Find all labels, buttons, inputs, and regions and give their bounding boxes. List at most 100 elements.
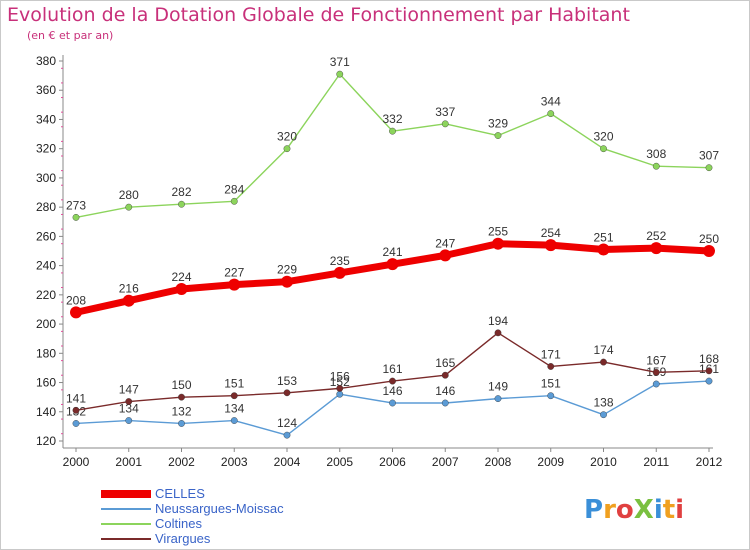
data-point [72,406,80,414]
data-label: 329 [488,117,508,131]
data-point [125,398,133,405]
legend-item: Coltines [101,516,284,531]
data-label: 247 [435,236,455,250]
data-label: 344 [541,95,561,109]
data-point [122,294,135,307]
x-tick-label: 2001 [115,455,142,469]
data-label: 280 [119,188,139,202]
y-tick-label: 180 [36,346,56,360]
data-label: 307 [699,149,719,163]
data-point [544,239,557,252]
data-point [336,70,344,78]
data-label: 282 [171,185,191,199]
y-tick-label: 160 [36,376,56,390]
data-label: 165 [435,356,455,370]
data-label: 156 [330,369,350,383]
data-label: 167 [646,353,666,367]
chart-title: Evolution de la Dotation Globale de Fonc… [7,4,630,26]
data-point [175,283,188,295]
data-label: 151 [224,377,244,391]
legend-swatch [101,489,151,498]
data-point [441,120,449,128]
legend-swatch [101,537,151,540]
chart-subtitle: (en € et par an) [27,29,114,42]
data-label: 320 [277,130,297,144]
data-label: 149 [488,380,508,394]
data-point [600,411,607,419]
data-point [283,431,291,439]
y-tick-label: 380 [36,54,56,68]
data-label: 254 [541,226,561,240]
data-label: 273 [66,198,86,212]
legend-swatch [101,522,151,525]
x-tick-label: 2009 [537,455,564,469]
x-tick-label: 2002 [168,455,195,469]
x-tick-label: 2006 [379,455,406,469]
data-point [230,197,238,205]
data-label: 161 [382,362,402,376]
data-point [283,389,291,397]
legend-label: Coltines [155,516,202,531]
data-label: 132 [171,404,191,418]
y-tick-label: 140 [36,405,56,419]
data-label: 150 [171,378,191,392]
data-point [386,258,399,271]
data-point [72,213,80,221]
y-tick-label: 300 [36,171,56,185]
data-point [389,377,396,385]
data-label: 251 [593,231,613,245]
x-tick-label: 2010 [590,455,617,469]
data-point [283,145,291,153]
data-label: 147 [119,383,139,397]
data-point [333,266,346,279]
data-point [705,367,713,375]
data-label: 308 [646,147,666,161]
data-point [441,371,449,379]
data-point [494,329,502,337]
x-tick-label: 2003 [221,455,248,469]
data-point [72,420,80,427]
x-tick-label: 2000 [63,455,90,469]
data-point [228,278,241,291]
data-point [178,420,185,427]
data-point [652,368,660,376]
data-label: 134 [224,402,244,416]
data-point [125,417,133,424]
data-label: 208 [66,293,86,307]
y-tick-label: 220 [36,288,56,302]
data-point [441,399,449,407]
data-point [547,363,555,370]
data-label: 134 [119,402,139,416]
data-label: 124 [277,416,297,430]
data-label: 151 [541,377,561,391]
legend-item: Virargues [101,531,284,546]
data-point [389,127,396,135]
data-label: 371 [330,55,350,69]
y-tick-label: 340 [36,112,56,126]
legend-swatch [101,507,151,510]
data-point [281,275,293,288]
y-tick-label: 280 [36,200,56,214]
data-label: 146 [382,384,402,398]
data-label: 284 [224,182,244,196]
x-tick-label: 2008 [485,455,512,469]
x-tick-label: 2004 [274,455,301,469]
y-tick-label: 240 [36,259,56,273]
x-tick-label: 2011 [643,455,669,469]
legend-label: Neussargues-Moissac [155,501,284,516]
data-point [547,392,555,400]
data-label: 229 [277,263,297,277]
y-tick-label: 360 [36,83,56,97]
data-label: 227 [224,266,244,280]
data-point [230,417,238,424]
y-tick-label: 320 [36,142,56,156]
data-point [70,306,82,319]
data-point [652,380,660,388]
svg-text:ProXiti: ProXiti [584,495,684,525]
data-label: 332 [382,112,402,126]
data-point [597,243,610,256]
legend: CELLES Neussargues-Moissac Coltines Virargu… [101,486,284,546]
data-point [703,245,715,257]
